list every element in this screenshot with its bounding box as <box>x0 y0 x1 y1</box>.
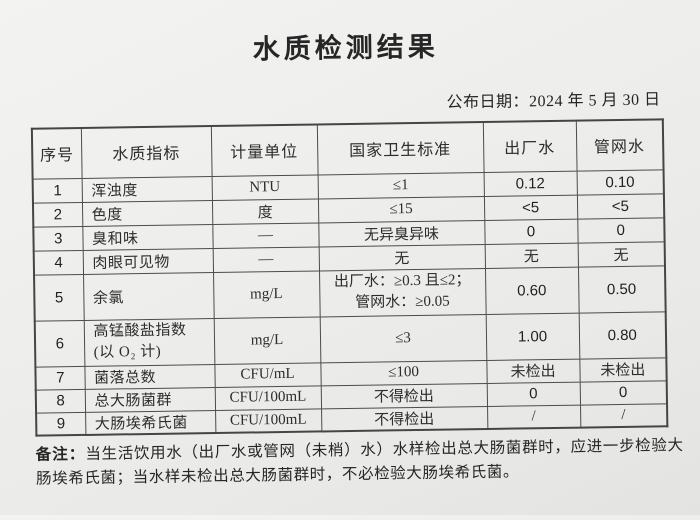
cell-pipe: 0 <box>577 217 665 243</box>
cell-factory: 0.60 <box>484 266 579 314</box>
header-indicator: 水质指标 <box>80 126 212 178</box>
cell-factory: 0 <box>484 218 578 244</box>
cell-unit: CFU/100mL <box>215 408 322 434</box>
cell-no: 6 <box>34 319 85 367</box>
cell-standard: 不得检出 <box>320 382 488 409</box>
cell-indicator: 总大肠菌群 <box>84 387 216 412</box>
cell-standard: ≤100 <box>320 359 487 386</box>
cell-pipe: 0.10 <box>576 169 664 195</box>
cell-unit: NTU <box>211 174 318 201</box>
cell-indicator: 菌落总数 <box>84 364 215 389</box>
header-factory-water: 出厂水 <box>482 120 577 173</box>
cell-pipe: 无 <box>577 241 665 267</box>
cell-standard: 出厂水：≥0.3 且≤2； 管网水：≥0.05 <box>319 267 486 317</box>
cell-unit: CFU/100mL <box>214 385 322 411</box>
cell-no: 2 <box>32 201 83 227</box>
page-title: 水质检测结果 <box>252 31 439 65</box>
header-no: 序号 <box>31 127 82 179</box>
cell-pipe: 0.80 <box>578 311 667 359</box>
cell-unit: CFU/mL <box>214 362 321 388</box>
cell-pipe: 0 <box>579 380 668 405</box>
cell-unit: mg/L <box>213 316 321 365</box>
cell-factory: 1.00 <box>485 312 580 360</box>
cell-no: 3 <box>33 225 83 251</box>
cell-indicator: 浑浊度 <box>81 176 212 202</box>
cell-pipe: 0.50 <box>577 265 666 313</box>
cell-standard: ≤1 <box>317 172 484 199</box>
cell-unit: mg/L <box>213 270 320 319</box>
publish-date-value: 2024 年 5 月 30 日 <box>528 91 661 111</box>
cell-pipe: 未检出 <box>579 357 667 382</box>
cell-factory: 无 <box>484 242 578 268</box>
publish-date-label: 公布日期： <box>446 93 530 112</box>
cell-pipe: / <box>580 403 668 428</box>
cell-factory: 0.12 <box>483 170 577 197</box>
header-unit: 计量单位 <box>210 124 318 177</box>
cell-factory: <5 <box>483 194 578 221</box>
footer-note: 备注：当生活饮用水（出厂水或管网（未梢）水）水样检出总大肠菌群时，应进一步检验大… <box>36 434 685 491</box>
cell-standard: 无 <box>318 243 485 271</box>
cell-indicator: 大肠埃希氏菌 <box>85 410 216 435</box>
cell-no: 5 <box>34 273 84 321</box>
header-standard: 国家卫生标准 <box>316 122 484 175</box>
cell-indicator: 高锰酸盐指数 (以 O₂ 计) <box>83 318 215 366</box>
cell-standard: ≤3 <box>319 313 487 363</box>
cell-no: 7 <box>35 365 85 390</box>
cell-no: 4 <box>33 249 84 275</box>
cell-unit: — <box>212 246 320 273</box>
footer-note-text: 当生活饮用水（出厂水或管网（未梢）水）水样检出总大肠菌群时，应进一步检验大肠埃希… <box>35 437 684 488</box>
publish-date-line: 公布日期：2024 年 5 月 30 日 <box>30 85 660 118</box>
cell-factory: 0 <box>486 381 581 406</box>
water-quality-table: 序号 水质指标 计量单位 国家卫生标准 出厂水 管网水 1 浑浊度 NTU ≤1… <box>30 118 669 437</box>
cell-no: 8 <box>35 388 86 413</box>
cell-unit: — <box>212 222 319 249</box>
header-pipe-water: 管网水 <box>575 119 664 171</box>
cell-pipe: <5 <box>576 193 665 219</box>
cell-indicator: 色度 <box>81 200 213 226</box>
cell-standard: 不得检出 <box>321 405 488 432</box>
cell-standard: ≤15 <box>317 196 485 223</box>
cell-indicator: 肉眼可见物 <box>82 248 214 274</box>
cell-no: 9 <box>36 411 86 436</box>
cell-factory: / <box>487 404 581 429</box>
cell-indicator: 余氯 <box>83 272 214 320</box>
cell-indicator: 臭和味 <box>82 224 213 250</box>
cell-factory: 未检出 <box>486 358 580 383</box>
footer-note-label: 备注： <box>35 445 86 464</box>
cell-no: 1 <box>32 177 82 203</box>
cell-unit: 度 <box>211 198 319 225</box>
cell-standard: 无异臭异味 <box>318 220 485 247</box>
